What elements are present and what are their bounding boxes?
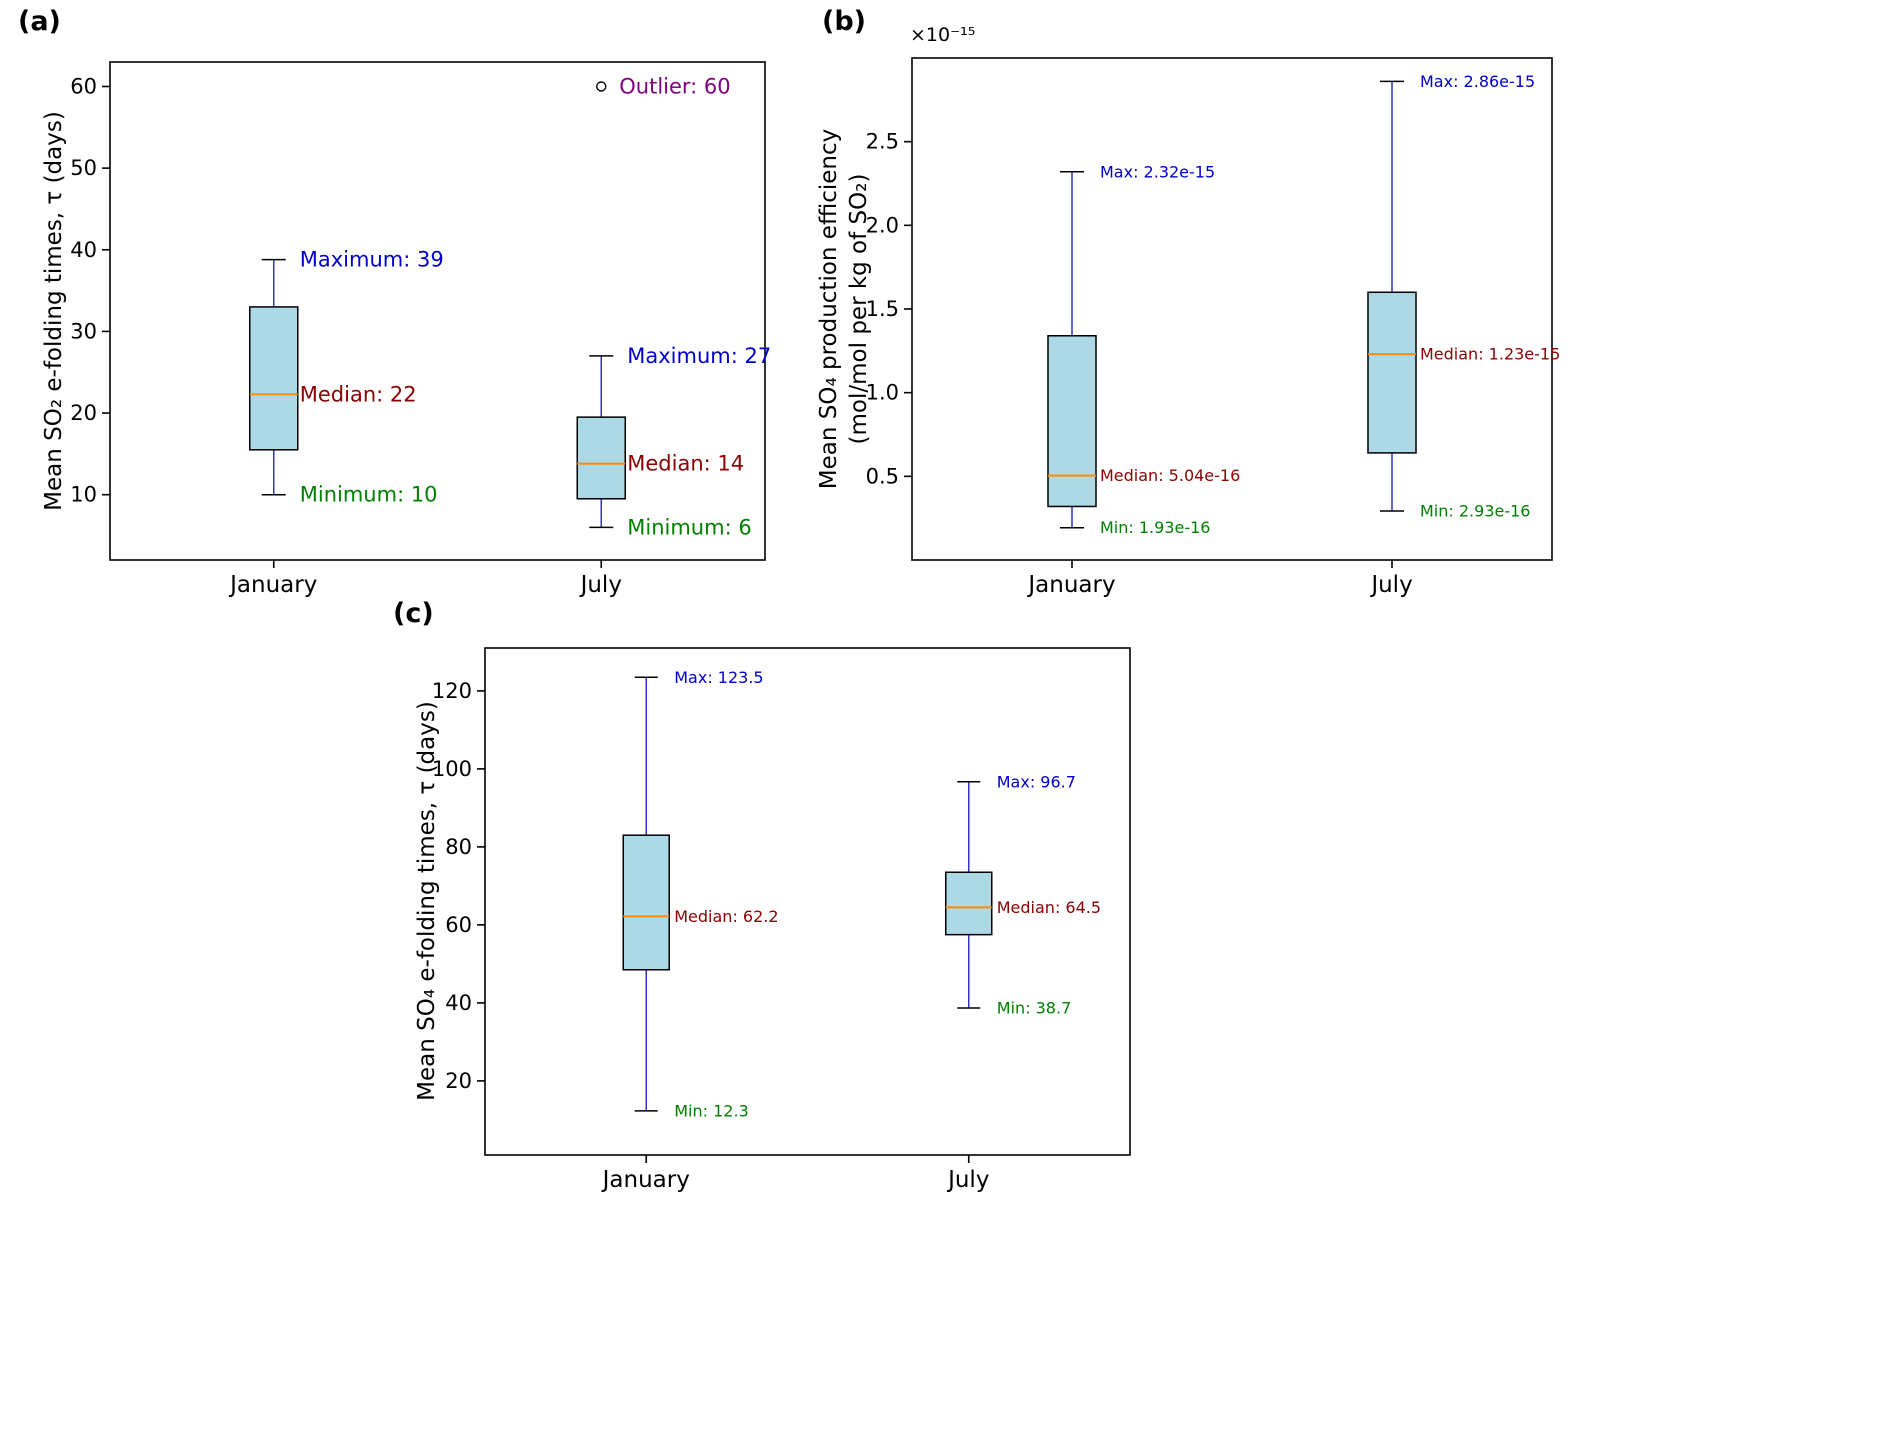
panel-a-y-tick-label: 50 bbox=[70, 156, 97, 180]
panel-a-y-tick-label: 40 bbox=[70, 238, 97, 262]
panel-b-y-tick-label: 0.5 bbox=[866, 464, 899, 488]
panel-c-y-tick-label: 120 bbox=[432, 679, 472, 703]
panel-c-y-tick-label: 20 bbox=[445, 1069, 472, 1093]
panel-c-annotation-min: Min: 12.3 bbox=[674, 1101, 749, 1120]
panel-a-annotation-minimum: Minimum: 6 bbox=[627, 515, 751, 539]
panel-c-y-tick-label: 60 bbox=[445, 913, 472, 937]
panel-a-annotation-maximum: Maximum: 27 bbox=[627, 344, 771, 368]
panel-c-y-tick-label: 80 bbox=[445, 835, 472, 859]
panel-a-y-tick-label: 10 bbox=[70, 483, 97, 507]
panel-a-y-tick-label: 30 bbox=[70, 319, 97, 343]
panel-a-annotation-median: Median: 14 bbox=[627, 452, 744, 476]
panel-a-y-tick-label: 20 bbox=[70, 401, 97, 425]
panel-c-annotation-max: Max: 123.5 bbox=[674, 668, 763, 687]
panel-a-annotation-median: Median: 22 bbox=[300, 382, 417, 406]
panel-c-box-july bbox=[945, 871, 993, 936]
panel-b-annotation-max: Max: 2.86e-15 bbox=[1420, 72, 1535, 91]
panel-b-ylabel: Mean SO₄ production efficiency (mol/mol … bbox=[815, 129, 875, 489]
panel-b-axis-offset-text: ×10⁻¹⁵ bbox=[910, 24, 976, 46]
panel-c-annotation-median: Median: 64.5 bbox=[997, 898, 1101, 917]
panel-a-annotation-maximum: Maximum: 39 bbox=[300, 248, 444, 272]
panel-b-category-label-january: January bbox=[1026, 572, 1115, 598]
panel-b-box-january bbox=[1047, 335, 1097, 508]
panel-b-y-tick-label: 1.5 bbox=[866, 297, 899, 321]
panel-c-box-january bbox=[622, 834, 670, 971]
panel-a-label: (a) bbox=[18, 6, 61, 37]
panel-c-category-label-july: July bbox=[946, 1167, 989, 1193]
panel-b-box-july bbox=[1367, 291, 1417, 454]
panel-b-category-label-july: July bbox=[1369, 572, 1412, 598]
panel-b-ylabel-line1: Mean SO₄ production efficiency bbox=[816, 128, 843, 490]
panel-b-annotation-min: Min: 1.93e-16 bbox=[1100, 518, 1210, 537]
panel-c-y-tick-label: 100 bbox=[432, 757, 472, 781]
panel-c-frame bbox=[484, 647, 1131, 1156]
panel-b-y-tick-label: 2.0 bbox=[866, 213, 899, 237]
panel-a-box-january bbox=[249, 306, 299, 451]
panel-a-annotation-outlier: Outlier: 60 bbox=[619, 74, 730, 98]
panel-b-annotation-median: Median: 5.04e-16 bbox=[1100, 466, 1240, 485]
panel-a-category-label-july: July bbox=[579, 572, 622, 598]
panel-b-y-tick-label: 1.0 bbox=[866, 381, 899, 405]
panel-b-y-tick-label: 2.5 bbox=[866, 130, 899, 154]
panel-a-y-tick-label: 60 bbox=[70, 74, 97, 98]
panel-b-ylabel-line2: (mol/mol per kg of SO₂) bbox=[846, 173, 872, 445]
panel-a-category-label-january: January bbox=[228, 572, 317, 598]
panel-c-category-label-january: January bbox=[601, 1167, 690, 1193]
panel-a-outlier-marker-july bbox=[596, 81, 607, 92]
panel-b-annotation-min: Min: 2.93e-16 bbox=[1420, 501, 1530, 520]
panel-c-y-tick-label: 40 bbox=[445, 991, 472, 1015]
panel-c-ylabel: Mean SO₄ e-folding times, τ (days) bbox=[414, 701, 441, 1101]
panel-c-annotation-min: Min: 38.7 bbox=[997, 998, 1072, 1017]
panel-b-annotation-median: Median: 1.23e-15 bbox=[1420, 345, 1560, 364]
panel-a-box-july bbox=[576, 416, 626, 500]
panel-a-ylabel: Mean SO₂ e-folding times, τ (days) bbox=[41, 111, 68, 511]
panel-b-annotation-max: Max: 2.32e-15 bbox=[1100, 162, 1215, 181]
panel-c-annotation-max: Max: 96.7 bbox=[997, 772, 1076, 791]
panel-c-label: (c) bbox=[393, 598, 434, 629]
panel-b-label: (b) bbox=[822, 6, 867, 37]
panel-c-annotation-median: Median: 62.2 bbox=[674, 907, 778, 926]
panel-a-frame bbox=[109, 61, 766, 561]
panel-a-annotation-minimum: Minimum: 10 bbox=[300, 483, 438, 507]
